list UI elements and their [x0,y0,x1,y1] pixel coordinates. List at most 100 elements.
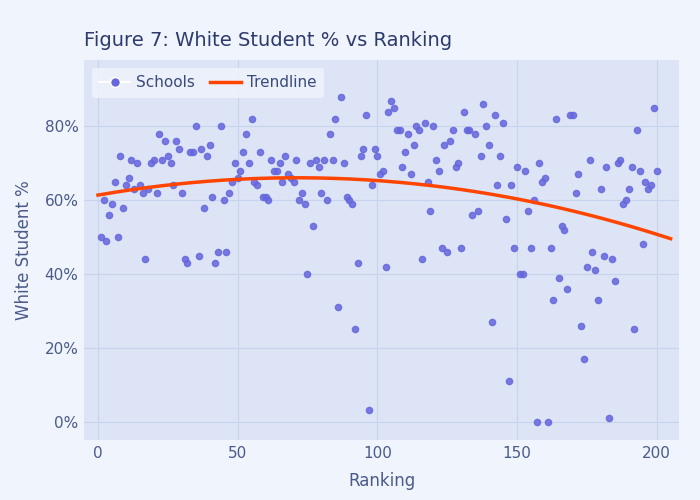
Point [400,148,411,156]
Point [366,182,377,190]
Point [419,118,430,126]
Point [276,178,288,186]
Point [262,196,274,204]
Point [473,208,484,216]
Point [542,418,553,426]
Point [285,174,296,182]
Point [458,108,470,116]
Point [202,152,213,160]
Point [536,178,547,186]
Point [246,115,257,123]
Point [140,255,151,263]
Point [168,182,179,190]
Point [444,137,456,145]
Point [394,126,405,134]
Point [115,152,126,160]
Point [397,163,408,171]
Point [224,189,235,197]
Point [360,112,372,120]
Point [595,185,606,193]
Point [484,141,495,149]
Point [157,156,168,164]
Point [503,377,514,385]
Point [495,152,506,160]
Point [372,152,383,160]
Point [260,192,271,200]
Point [171,137,182,145]
Point [456,244,467,252]
Point [123,174,134,182]
Point [592,296,603,304]
Point [148,156,160,164]
Point [221,248,232,256]
Point [578,355,589,363]
Point [512,163,523,171]
Point [137,189,148,197]
Point [430,156,442,164]
Point [651,166,662,174]
Point [146,160,157,168]
Point [561,284,573,292]
Point [486,318,498,326]
Point [391,126,402,134]
Point [98,196,109,204]
Point [606,255,617,263]
Point [204,141,216,149]
Point [307,222,318,230]
Point [620,196,631,204]
Point [179,255,190,263]
Point [573,170,584,178]
Point [539,174,550,182]
Point [304,160,316,168]
Point [237,148,248,156]
Point [377,166,388,174]
Point [498,118,509,126]
Point [575,322,587,330]
Point [154,130,165,138]
Point [648,104,659,112]
Point [118,204,129,212]
Point [268,166,279,174]
Point [248,178,260,186]
Point [436,244,447,252]
Point [453,160,464,168]
Point [234,166,246,174]
Point [603,414,615,422]
Point [556,222,567,230]
Point [533,160,545,168]
Point [637,240,648,248]
Point [589,266,601,274]
Point [520,166,531,174]
Point [132,160,143,168]
Point [514,270,526,278]
Point [279,152,290,160]
Point [290,156,302,164]
Point [341,192,352,200]
Point [612,160,623,168]
Point [190,122,202,130]
Point [587,248,598,256]
Point [210,259,221,267]
Point [559,226,570,234]
Point [645,182,657,190]
Point [213,248,224,256]
Point [227,178,238,186]
Point [623,185,634,193]
Point [570,189,581,197]
Point [346,200,358,208]
Point [626,163,637,171]
Point [165,160,176,168]
Point [634,166,645,174]
Point [106,200,118,208]
Point [143,185,154,193]
Point [567,112,578,120]
X-axis label: Ranking: Ranking [348,472,415,490]
Point [416,255,428,263]
Point [363,406,374,414]
Point [188,148,199,156]
Point [126,156,137,164]
Point [229,160,240,168]
Point [330,115,341,123]
Point [525,244,536,252]
Point [95,233,106,241]
